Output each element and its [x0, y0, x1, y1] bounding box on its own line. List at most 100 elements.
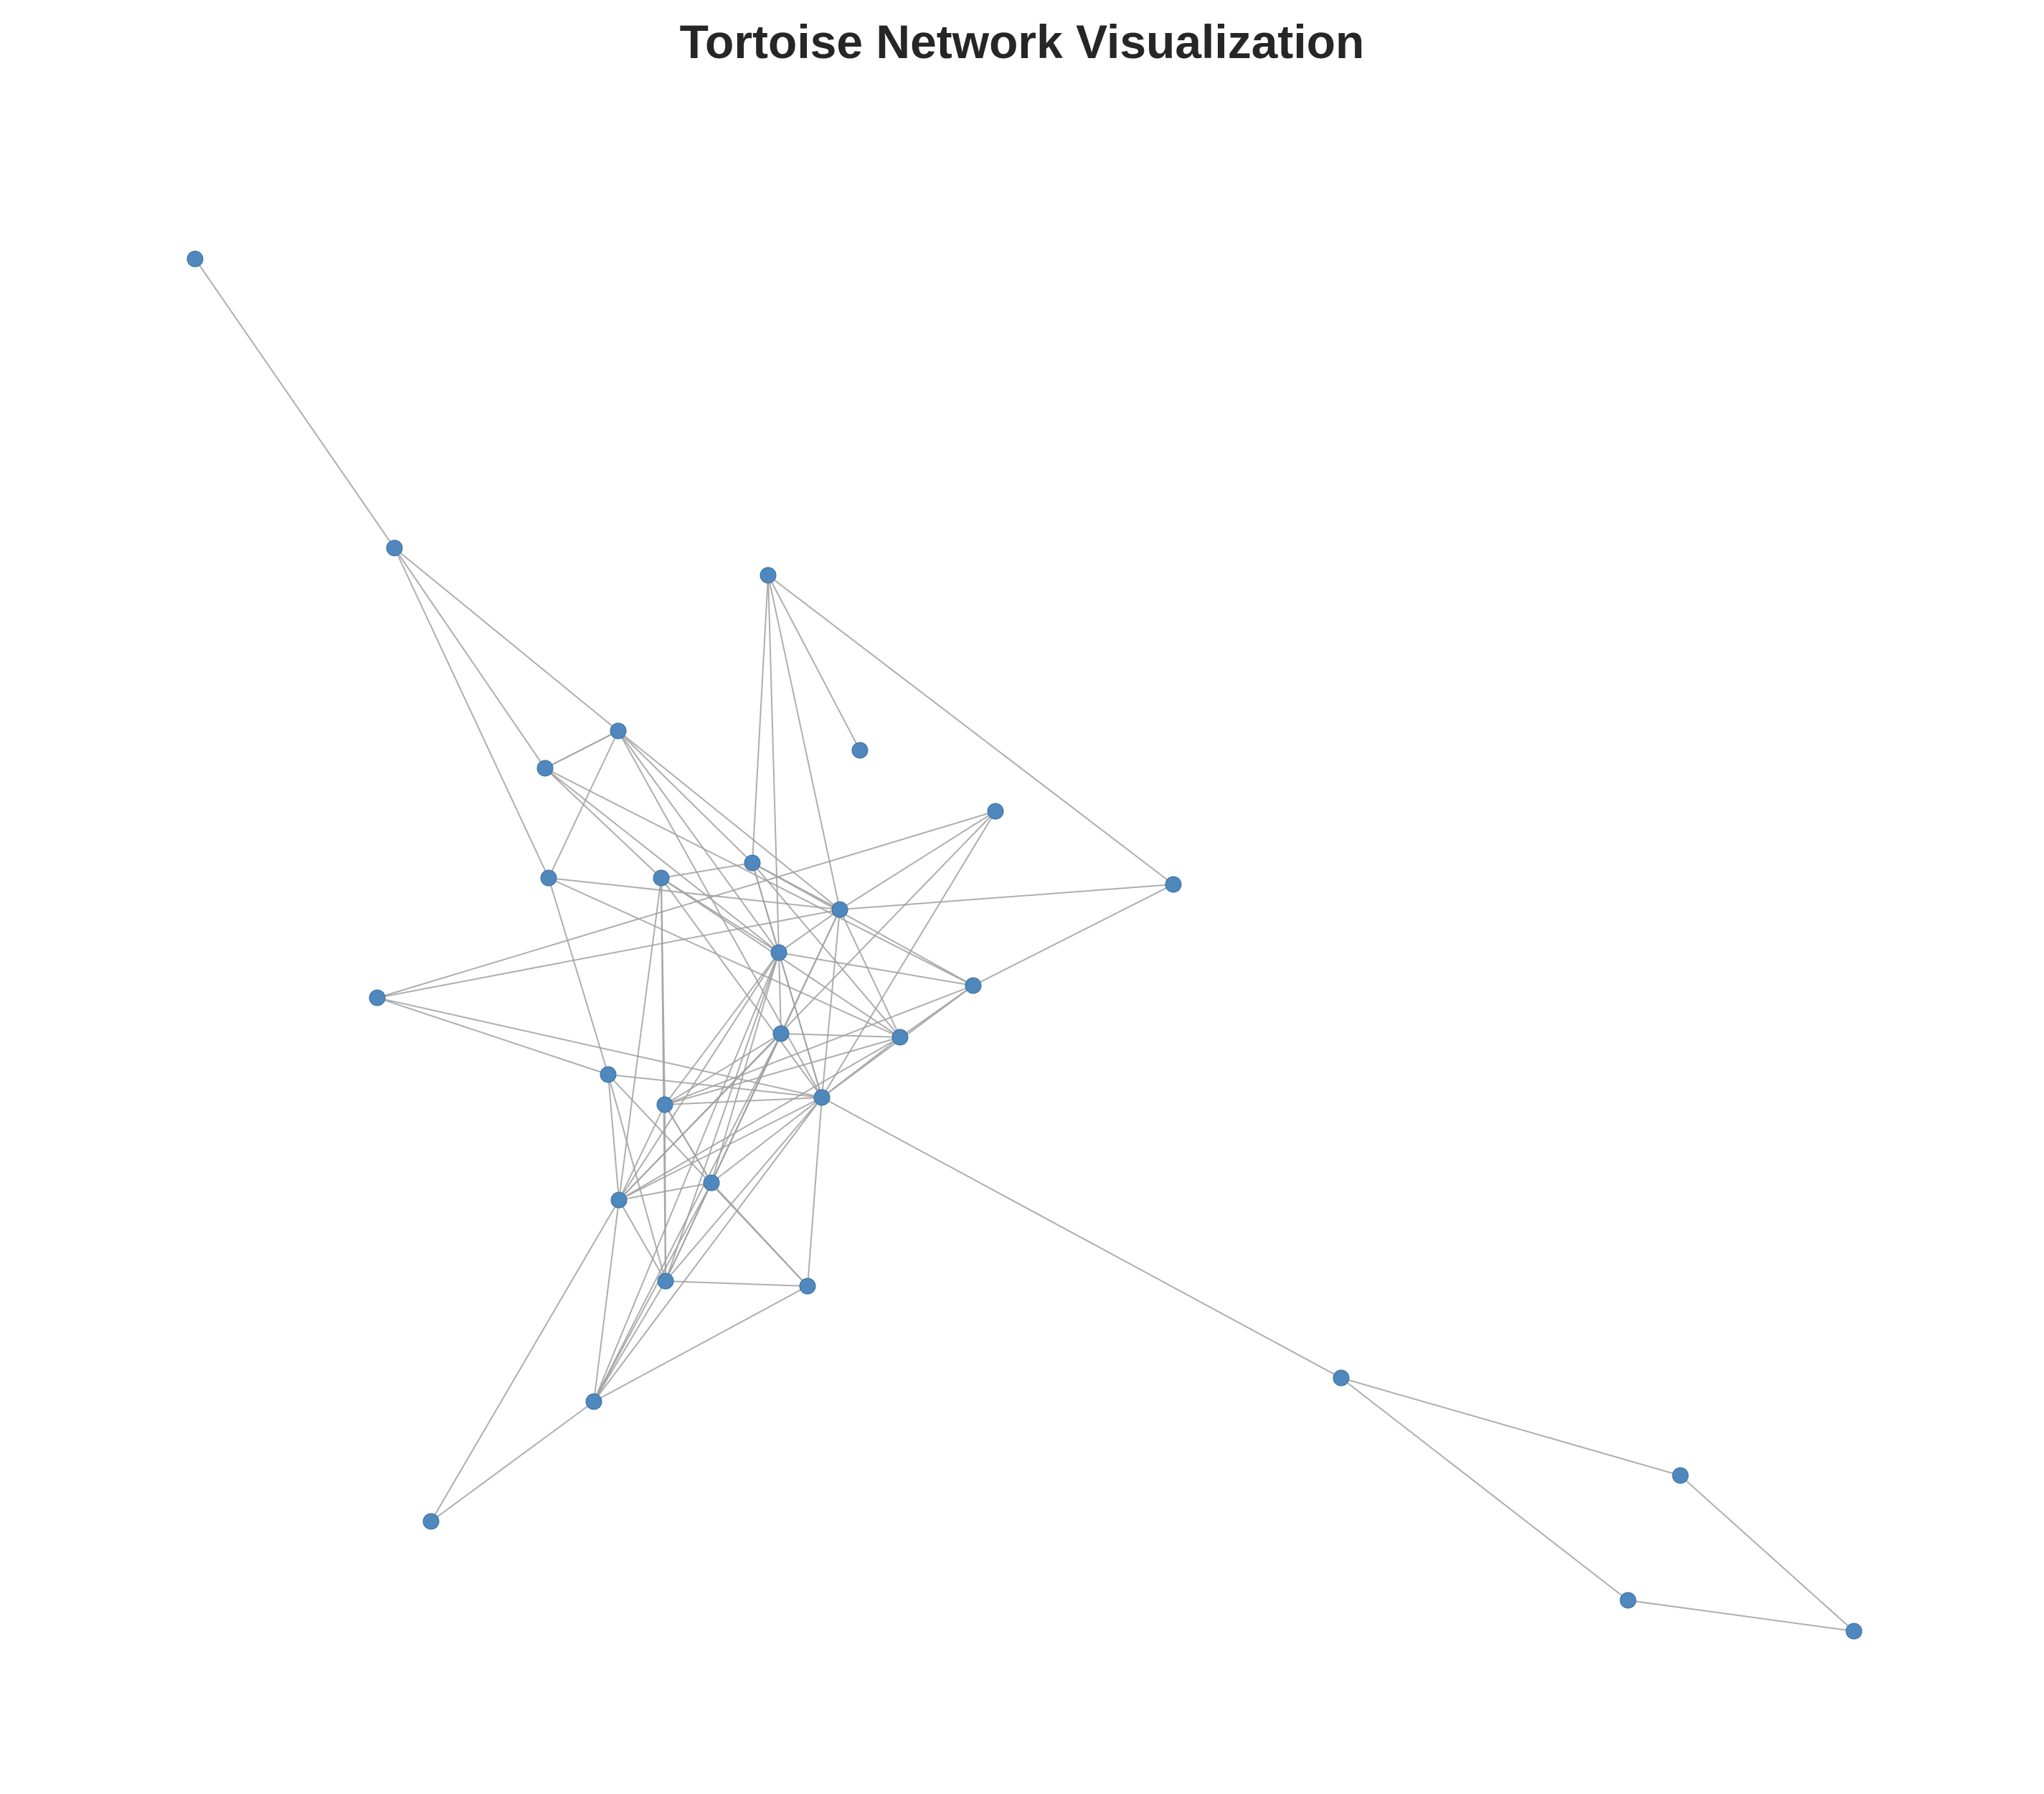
network-edge [821, 1097, 1342, 1379]
network-edge [593, 1199, 620, 1402]
network-node [965, 977, 982, 994]
network-edge [618, 811, 996, 1201]
network-edge [593, 1097, 823, 1402]
network-edge [767, 575, 861, 751]
network-edge [767, 575, 841, 910]
edges-layer [194, 258, 1855, 1632]
nodes-layer [186, 250, 1863, 1640]
network-node [186, 250, 204, 268]
network-edge [394, 547, 546, 769]
network-node [772, 1025, 790, 1042]
network-node [799, 1278, 816, 1295]
network-node [422, 1513, 440, 1530]
network-node [610, 1191, 628, 1209]
network-edge [664, 985, 974, 1105]
network-node [585, 1393, 602, 1410]
network-edge [1340, 1377, 1629, 1601]
network-edge [665, 1280, 808, 1287]
network-edge [377, 909, 841, 998]
network-edge [593, 1280, 666, 1402]
network-edge [607, 1074, 666, 1282]
network-node [1333, 1369, 1350, 1387]
network-edge [664, 1037, 901, 1105]
network-edge [593, 1033, 782, 1402]
network-edge [544, 768, 780, 953]
network-edge [752, 862, 780, 953]
network-edge [821, 811, 996, 1098]
network-edge [394, 547, 619, 732]
network-edge [664, 1033, 782, 1105]
network-node [657, 1273, 674, 1290]
network-edge [752, 862, 974, 986]
network-node [703, 1174, 720, 1191]
network-edge [767, 575, 780, 953]
network-edge [618, 1037, 901, 1201]
network-edge [377, 811, 996, 998]
network-edge [394, 547, 549, 879]
network-edge [664, 1097, 823, 1105]
network-edge [618, 730, 780, 953]
network-node [831, 901, 848, 918]
network-edge [664, 1104, 712, 1184]
network-edge [618, 1199, 666, 1282]
network-node [744, 854, 761, 872]
network-node [760, 567, 777, 584]
network-edge [544, 768, 974, 986]
network-edge [544, 768, 662, 879]
network-edge [767, 575, 1174, 885]
network-edge [377, 997, 609, 1075]
network-edge [618, 730, 841, 910]
network-node [610, 722, 627, 740]
network-node [386, 539, 403, 557]
network-edge [618, 877, 662, 1201]
network-edge [607, 1074, 620, 1201]
network-edge [839, 811, 996, 910]
network-edge [821, 1037, 901, 1098]
network-node [851, 742, 869, 759]
network-node [536, 760, 554, 777]
network-edge [618, 1104, 666, 1201]
network-node [1165, 876, 1182, 893]
network-edge [593, 1182, 712, 1402]
network-edge [618, 1097, 823, 1201]
network-edge [618, 952, 780, 1201]
network-edge [1340, 1377, 1681, 1476]
network-edge [1680, 1475, 1855, 1632]
network-edge [593, 1285, 808, 1402]
network-edge [661, 877, 823, 1098]
network-edge [665, 1097, 823, 1282]
network-edge [618, 730, 753, 864]
network-node [891, 1029, 909, 1046]
network-edge [430, 1401, 595, 1522]
network-edge [593, 952, 780, 1402]
network-edge [821, 909, 841, 1098]
network-edge [778, 952, 974, 986]
network-edge [194, 258, 395, 549]
network-edge [973, 884, 1174, 986]
network-edge [839, 909, 901, 1038]
network-edge [711, 909, 841, 1184]
network-edge [711, 952, 780, 1184]
chart-title: Tortoise Network Visualization [679, 15, 1365, 68]
network-edge [807, 1097, 823, 1287]
network-node [540, 869, 557, 887]
network-node [813, 1089, 831, 1106]
network-node [770, 944, 787, 961]
network-edge [711, 1182, 808, 1287]
network-edge [548, 877, 901, 1038]
network-edge [430, 1199, 620, 1522]
network-edge [661, 877, 666, 1282]
network-edge [664, 952, 780, 1105]
network-edge [778, 952, 782, 1034]
network-edge [665, 952, 780, 1282]
network-edge [548, 877, 609, 1075]
network-node [653, 869, 670, 887]
network-node [1845, 1623, 1863, 1640]
network-edge [839, 884, 1174, 910]
network-edge [752, 575, 769, 864]
network-edge [1627, 1600, 1855, 1632]
network-edge [548, 877, 841, 910]
network-edge [711, 1097, 823, 1184]
network-edge [778, 952, 823, 1098]
